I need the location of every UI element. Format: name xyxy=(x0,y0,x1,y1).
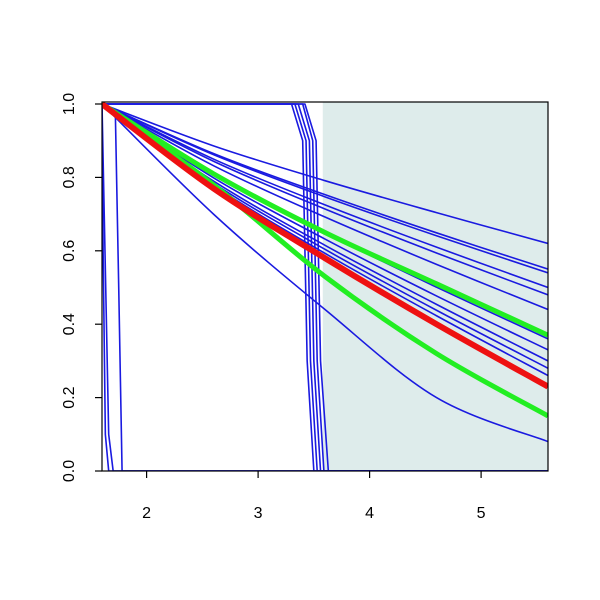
curve xyxy=(102,102,548,419)
curve xyxy=(102,103,548,471)
x-tick-label: 4 xyxy=(365,505,374,522)
curve xyxy=(102,103,548,443)
curve xyxy=(102,102,548,338)
curve xyxy=(102,103,548,289)
x-tick-label: 3 xyxy=(254,505,263,522)
y-tick-label: 0.2 xyxy=(61,386,78,408)
curve xyxy=(102,103,548,471)
x-tick-label: 5 xyxy=(477,505,486,522)
y-tick-label: 0.0 xyxy=(61,460,78,482)
y-tick-label: 0.6 xyxy=(61,240,78,262)
curve xyxy=(102,103,548,311)
y-tick-label: 0.4 xyxy=(61,313,78,335)
curve xyxy=(102,103,548,296)
plot-area xyxy=(102,102,548,471)
curve xyxy=(102,103,548,274)
x-tick-label: 2 xyxy=(142,505,151,522)
y-tick-label: 1.0 xyxy=(61,93,78,115)
y-tick-label: 0.8 xyxy=(61,166,78,188)
curve xyxy=(102,103,548,245)
plot-frame xyxy=(101,101,549,472)
curve xyxy=(102,102,548,390)
